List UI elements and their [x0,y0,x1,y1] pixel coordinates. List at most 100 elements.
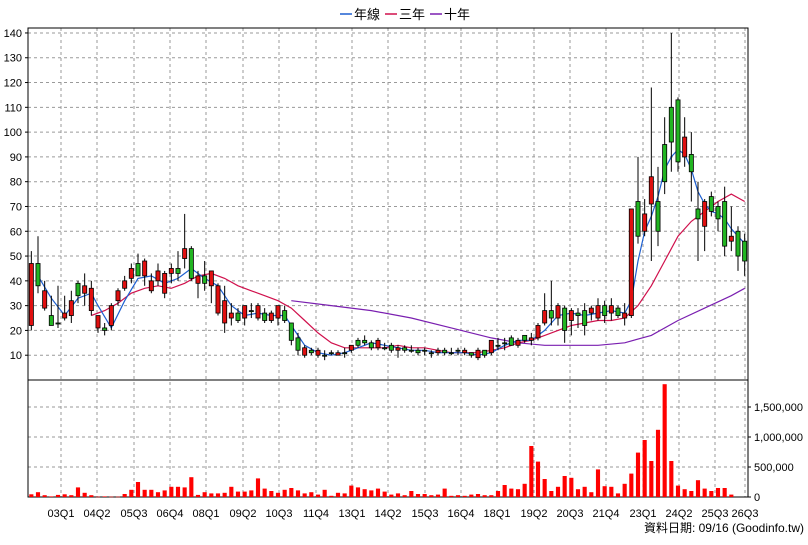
candle [115,288,121,306]
candle-body [375,339,381,349]
volume-bar [662,384,667,497]
footer-credit: 資料日期: 09/16 (Goodinfo.tw) [644,521,804,535]
candle-body [628,208,634,316]
candle [542,293,548,326]
ma-ten-year-line [291,287,745,346]
candle [735,226,741,271]
volume-bar [349,485,354,497]
candle-body [242,305,248,319]
candle [262,308,268,323]
candle-body [582,310,588,326]
volume-bar [335,492,341,497]
x-tick-label: 19Q2 [521,508,548,520]
candle [175,251,181,281]
candlesticks [28,32,748,361]
volume-bar [469,494,474,497]
volume-bar [135,482,141,497]
candle-body [568,310,574,321]
candle [208,270,214,304]
candle [655,166,661,247]
candle [255,303,261,321]
volume-bar [162,490,167,497]
candle [515,337,521,348]
candle [608,298,614,321]
volume-bar [355,487,361,497]
candle-body [282,310,288,321]
x-tick-label: 11Q4 [303,508,329,520]
candle [62,295,68,321]
volume-bar [155,492,161,497]
x-tick-label: 10Q3 [266,508,293,520]
candle [708,191,714,217]
volume-bar [429,495,434,497]
volume-bar [509,488,514,497]
candle-body [182,248,188,259]
candle [408,345,414,353]
candle [328,350,334,356]
candle-body [502,342,508,345]
candle-body [602,305,608,316]
candle [688,132,694,202]
candle [602,300,608,323]
volume-bar [295,490,301,497]
volume-bar [362,489,367,497]
price-tick-label: 10 [10,350,22,362]
candle-body [202,275,208,284]
volume-bar [69,495,74,497]
x-tick-label: 20Q3 [557,508,584,520]
price-tick-label: 110 [4,102,22,114]
candle-body [315,349,321,356]
volume-bar [622,483,627,497]
candle-body [348,344,354,351]
volume-bar [435,494,441,497]
candle-body [575,312,581,316]
candle [35,236,41,294]
candle-body [508,337,514,346]
candle [162,270,168,299]
candle [195,270,201,299]
volume-bar [655,429,661,497]
candle-body [55,322,61,325]
candle-body [388,344,394,351]
volume-bar [669,461,674,497]
candle [615,305,621,319]
candle-body [335,352,341,356]
x-tick-label: 18Q1 [484,508,511,520]
volume-tick-label: 0 [754,492,760,504]
candle-body [528,337,534,341]
candle [228,303,234,326]
candle [702,199,708,252]
candle [148,273,154,294]
price-tick-label: 120 [4,78,22,90]
candle [95,315,101,333]
candle [468,352,474,358]
volume-bar [542,479,547,497]
candle [142,258,148,286]
x-tick-label: 03Q1 [48,508,75,520]
price-tick-label: 50 [10,251,22,263]
volume-bar [269,491,274,497]
candle [522,334,528,343]
candle-body [715,206,721,220]
candle-body [255,305,261,319]
candle-body [108,305,114,326]
volume-bar [415,494,421,497]
candle-body [655,201,661,232]
x-tick-label: 15Q3 [412,508,439,520]
candle [415,347,421,356]
volume-bar [115,496,121,498]
candle-body [595,305,601,319]
candle-body [428,352,434,355]
x-tick-label: 13Q1 [339,508,366,520]
candle-body [362,339,368,344]
volume-bar [329,495,334,497]
volume-bar [589,492,594,497]
volume-bar [609,486,614,497]
candle-body [622,312,628,319]
candle-body [482,349,488,356]
volume-bar [535,461,541,497]
candle-body [495,344,501,347]
volume-bar [182,487,187,497]
candle-body [662,144,668,183]
volume-bar [675,485,681,497]
